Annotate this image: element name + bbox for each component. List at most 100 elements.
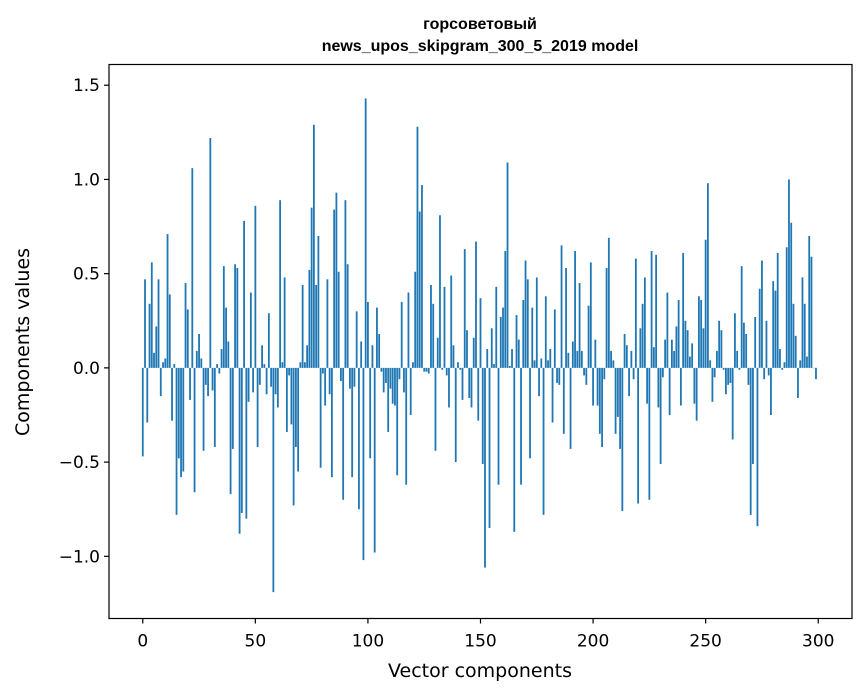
bar-234	[668, 367, 671, 415]
bar-252	[709, 360, 712, 368]
bar-260	[727, 367, 730, 385]
bar-211	[616, 367, 619, 417]
bar-299	[815, 367, 817, 380]
bar-96	[358, 367, 360, 510]
bar-189	[567, 352, 570, 368]
bar-81	[324, 367, 327, 406]
bar-209	[612, 360, 615, 368]
bar-124	[421, 185, 423, 368]
bar-187	[562, 367, 565, 434]
bar-97	[360, 341, 363, 368]
bar-62	[281, 362, 284, 368]
bar-245	[693, 367, 696, 404]
bar-201	[594, 339, 597, 368]
bar-73	[306, 345, 309, 368]
bar-153	[486, 349, 489, 368]
bar-13	[171, 367, 173, 421]
bars-group	[141, 98, 817, 593]
bar-283	[779, 349, 781, 368]
bar-127	[427, 367, 430, 374]
bar-138	[452, 345, 455, 368]
x-tick-label: 100	[352, 632, 384, 652]
bar-156	[493, 364, 495, 368]
bar-33	[216, 364, 218, 368]
bar-17	[180, 367, 182, 478]
bar-253	[711, 367, 714, 402]
bar-44	[240, 367, 243, 513]
bar-265	[738, 367, 741, 370]
bar-45	[243, 220, 245, 368]
bar-11	[166, 234, 169, 368]
bar-272	[754, 317, 757, 368]
bar-259	[725, 367, 727, 395]
bar-105	[378, 333, 381, 368]
bar-193	[576, 350, 579, 368]
bar-295	[806, 356, 808, 368]
bar-247	[698, 296, 700, 368]
bar-7	[157, 279, 160, 368]
bar-57	[270, 367, 273, 387]
bar-169	[522, 300, 525, 368]
bar-183	[553, 309, 556, 368]
bar-144	[466, 330, 468, 368]
bar-150	[479, 298, 482, 368]
bar-273	[756, 367, 759, 527]
x-tick-label: 250	[689, 632, 721, 652]
x-tick-label: 50	[245, 632, 267, 652]
bar-184	[556, 367, 558, 383]
bar-226	[650, 251, 653, 368]
bar-248	[700, 300, 703, 368]
bar-28	[204, 367, 207, 385]
bar-198	[587, 305, 590, 368]
bar-195	[580, 350, 583, 368]
bar-215	[625, 345, 628, 368]
bar-50	[254, 205, 257, 368]
bar-90	[344, 200, 347, 368]
x-tick-label: 0	[137, 632, 148, 652]
bar-286	[785, 247, 788, 368]
bar-118	[407, 292, 410, 368]
bar-287	[788, 179, 790, 368]
bar-9	[162, 362, 164, 368]
bar-175	[535, 277, 538, 368]
bar-177	[540, 358, 543, 368]
bar-24	[195, 350, 198, 368]
bar-243	[688, 356, 691, 368]
bar-10	[164, 358, 167, 368]
bar-239	[679, 367, 682, 406]
bar-151	[481, 367, 484, 464]
bar-149	[477, 367, 480, 421]
bar-200	[592, 367, 594, 406]
bar-224	[646, 367, 649, 404]
bar-55	[265, 367, 268, 395]
bar-246	[695, 367, 698, 421]
bar-236	[673, 350, 676, 368]
bar-284	[781, 367, 784, 370]
bar-190	[569, 367, 572, 449]
y-tick-label: −0.5	[59, 453, 100, 473]
bar-173	[531, 307, 534, 368]
bar-199	[589, 262, 592, 368]
bar-43	[238, 367, 241, 534]
bar-87	[337, 271, 340, 368]
bar-152	[484, 367, 486, 568]
bar-161	[504, 251, 507, 368]
bar-221	[639, 328, 642, 368]
bar-54	[263, 364, 266, 368]
bar-109	[387, 367, 390, 432]
bar-191	[571, 341, 574, 368]
bar-288	[790, 222, 793, 368]
bar-48	[249, 292, 252, 368]
bar-145	[468, 367, 471, 399]
bar-125	[423, 367, 426, 372]
bar-176	[538, 367, 540, 397]
bar-102	[371, 345, 374, 368]
bar-35	[220, 349, 223, 368]
bar-251	[707, 183, 709, 368]
bar-202	[596, 367, 599, 406]
bar-255	[716, 350, 718, 368]
bar-8	[159, 367, 162, 397]
bar-229	[657, 367, 660, 408]
bar-120	[412, 362, 414, 368]
bar-171	[526, 279, 529, 368]
